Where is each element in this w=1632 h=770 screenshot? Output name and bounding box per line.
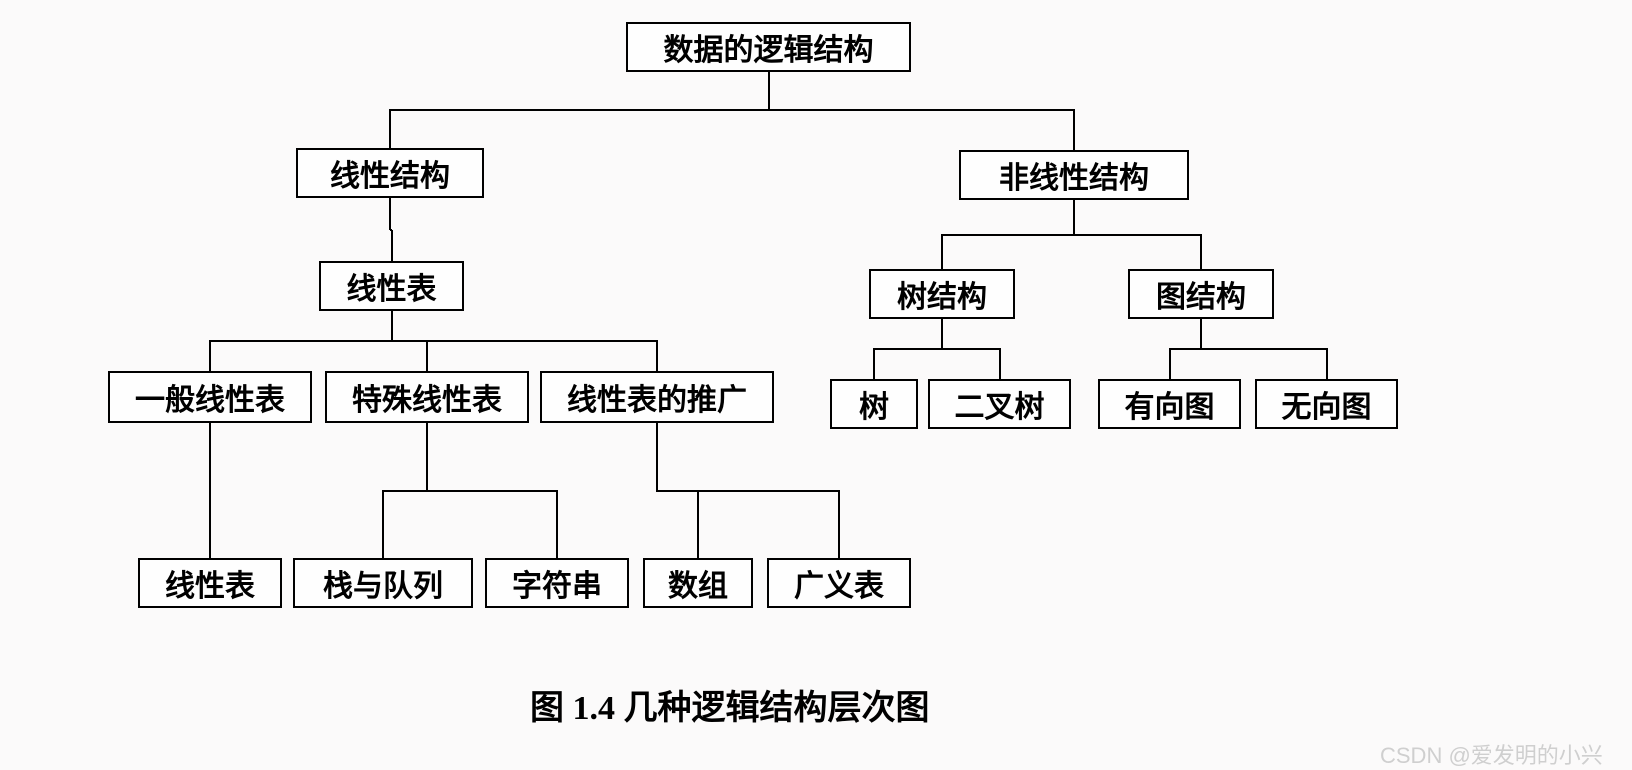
tree-edge (391, 230, 393, 262)
tree-edge (1073, 200, 1075, 235)
tree-edge (941, 234, 1202, 236)
node-undirected-graph: 无向图 (1255, 379, 1398, 429)
tree-edge (768, 72, 770, 110)
tree-edge (389, 110, 391, 148)
tree-edge (873, 348, 1001, 350)
figure-caption: 图 1.4 几种逻辑结构层次图 (530, 680, 930, 729)
tree-edge (1073, 110, 1075, 150)
node-extended-linear: 线性表的推广 (540, 371, 774, 423)
tree-edge (556, 491, 558, 559)
tree-edge (426, 423, 428, 491)
tree-edge (1200, 235, 1202, 270)
node-linear-table: 线性表 (319, 261, 464, 311)
node-general-linear: 一般线性表 (108, 371, 312, 423)
node-linear-table-leaf: 线性表 (138, 558, 282, 608)
tree-edge (389, 198, 391, 230)
node-directed-graph: 有向图 (1098, 379, 1241, 429)
node-generalized-list: 广义表 (767, 558, 911, 608)
tree-edge (941, 319, 943, 349)
node-tree: 树 (830, 379, 918, 429)
tree-edge (941, 235, 943, 270)
tree-edge (838, 491, 840, 559)
node-string: 字符串 (485, 558, 629, 608)
node-graph-structure: 图结构 (1128, 269, 1274, 319)
tree-edge (656, 490, 840, 492)
tree-edge (389, 109, 1075, 111)
tree-edge (382, 490, 558, 492)
tree-edge (426, 341, 428, 371)
tree-edge (209, 340, 658, 342)
node-stack-queue: 栈与队列 (293, 558, 473, 608)
node-linear: 线性结构 (296, 148, 484, 198)
node-binary-tree: 二叉树 (928, 379, 1071, 429)
tree-edge (1200, 319, 1202, 349)
tree-edge (656, 341, 658, 371)
tree-edge (697, 491, 699, 559)
tree-edge (391, 311, 393, 341)
node-array: 数组 (643, 558, 753, 608)
tree-edge (382, 491, 384, 559)
tree-edge (1169, 348, 1328, 350)
tree-edge (209, 423, 211, 491)
tree-edge (209, 341, 211, 371)
node-special-linear: 特殊线性表 (325, 371, 529, 423)
tree-edge (999, 349, 1001, 379)
tree-edge (1169, 349, 1171, 379)
tree-edge (873, 349, 875, 379)
node-nonlinear: 非线性结构 (959, 150, 1189, 200)
node-root: 数据的逻辑结构 (626, 22, 911, 72)
tree-edge (1326, 349, 1328, 379)
watermark-text: CSDN @爱发明的小兴 (1380, 738, 1603, 770)
tree-edge (656, 423, 658, 491)
tree-edge (209, 491, 211, 559)
node-tree-structure: 树结构 (869, 269, 1015, 319)
